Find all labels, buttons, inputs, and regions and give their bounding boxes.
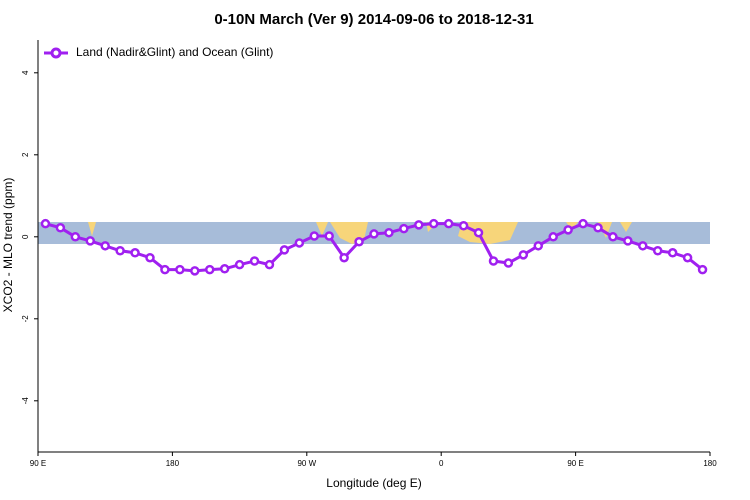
- data-point: [160, 264, 170, 275]
- data-point: [70, 232, 81, 242]
- data-point: [204, 264, 215, 275]
- data-point: [145, 252, 155, 263]
- y-axis-label: XCO2 - MLO trend (ppm): [1, 178, 15, 313]
- data-point: [219, 264, 230, 274]
- data-point: [279, 245, 290, 255]
- x-tick-label: 0: [439, 459, 444, 468]
- legend-label: Land (Nadir&Glint) and Ocean (Glint): [76, 45, 273, 59]
- x-tick-label: 180: [703, 459, 717, 468]
- x-axis-label: Longitude (deg E): [326, 476, 421, 490]
- data-point: [55, 223, 66, 233]
- data-point: [249, 256, 260, 266]
- y-tick-label: -2: [21, 315, 30, 323]
- data-point: [458, 220, 469, 231]
- data-point: [40, 218, 51, 229]
- data-point: [190, 266, 200, 276]
- data-point: [473, 227, 484, 238]
- data-point: [488, 256, 499, 266]
- data-point: [369, 229, 379, 239]
- data-point: [503, 258, 514, 268]
- data-point: [234, 259, 245, 270]
- data-point: [608, 232, 618, 242]
- data-point: [175, 264, 185, 275]
- data-point: [130, 248, 140, 258]
- data-point: [652, 245, 663, 256]
- data-point: [697, 264, 708, 275]
- data-point: [563, 225, 573, 235]
- y-tick-label: 4: [21, 70, 30, 75]
- legend-marker: [50, 47, 62, 59]
- y-tick-label: -4: [21, 397, 30, 405]
- x-tick-label: 90 E: [30, 459, 46, 468]
- data-point: [339, 252, 349, 263]
- data-point: [667, 248, 678, 258]
- data-point: [428, 218, 439, 229]
- data-point: [548, 232, 558, 242]
- data-point: [518, 250, 529, 260]
- y-tick-label: 0: [21, 234, 30, 239]
- y-tick-label: 2: [21, 152, 30, 157]
- data-point: [638, 241, 648, 251]
- data-point: [354, 236, 364, 247]
- data-point: [578, 218, 588, 229]
- x-tick-label: 180: [166, 459, 180, 468]
- x-tick-label: 90 E: [567, 459, 583, 468]
- data-point: [593, 223, 603, 233]
- data-point: [682, 252, 693, 263]
- chart-title: 0-10N March (Ver 9) 2014-09-06 to 2018-1…: [214, 11, 533, 28]
- data-point: [384, 227, 394, 238]
- data-point: [309, 231, 320, 241]
- data-point: [264, 259, 275, 270]
- data-point: [100, 241, 110, 251]
- data-point: [533, 241, 544, 251]
- data-point: [623, 236, 633, 246]
- data-point: [85, 236, 96, 246]
- x-tick-label: 90 W: [297, 459, 316, 468]
- data-point: [443, 218, 454, 229]
- data-point: [414, 220, 424, 230]
- legend: Land (Nadir&Glint) and Ocean (Glint): [44, 45, 273, 59]
- data-point: [294, 238, 305, 248]
- data-point: [324, 231, 334, 241]
- data-point: [115, 245, 125, 256]
- data-point: [399, 223, 409, 234]
